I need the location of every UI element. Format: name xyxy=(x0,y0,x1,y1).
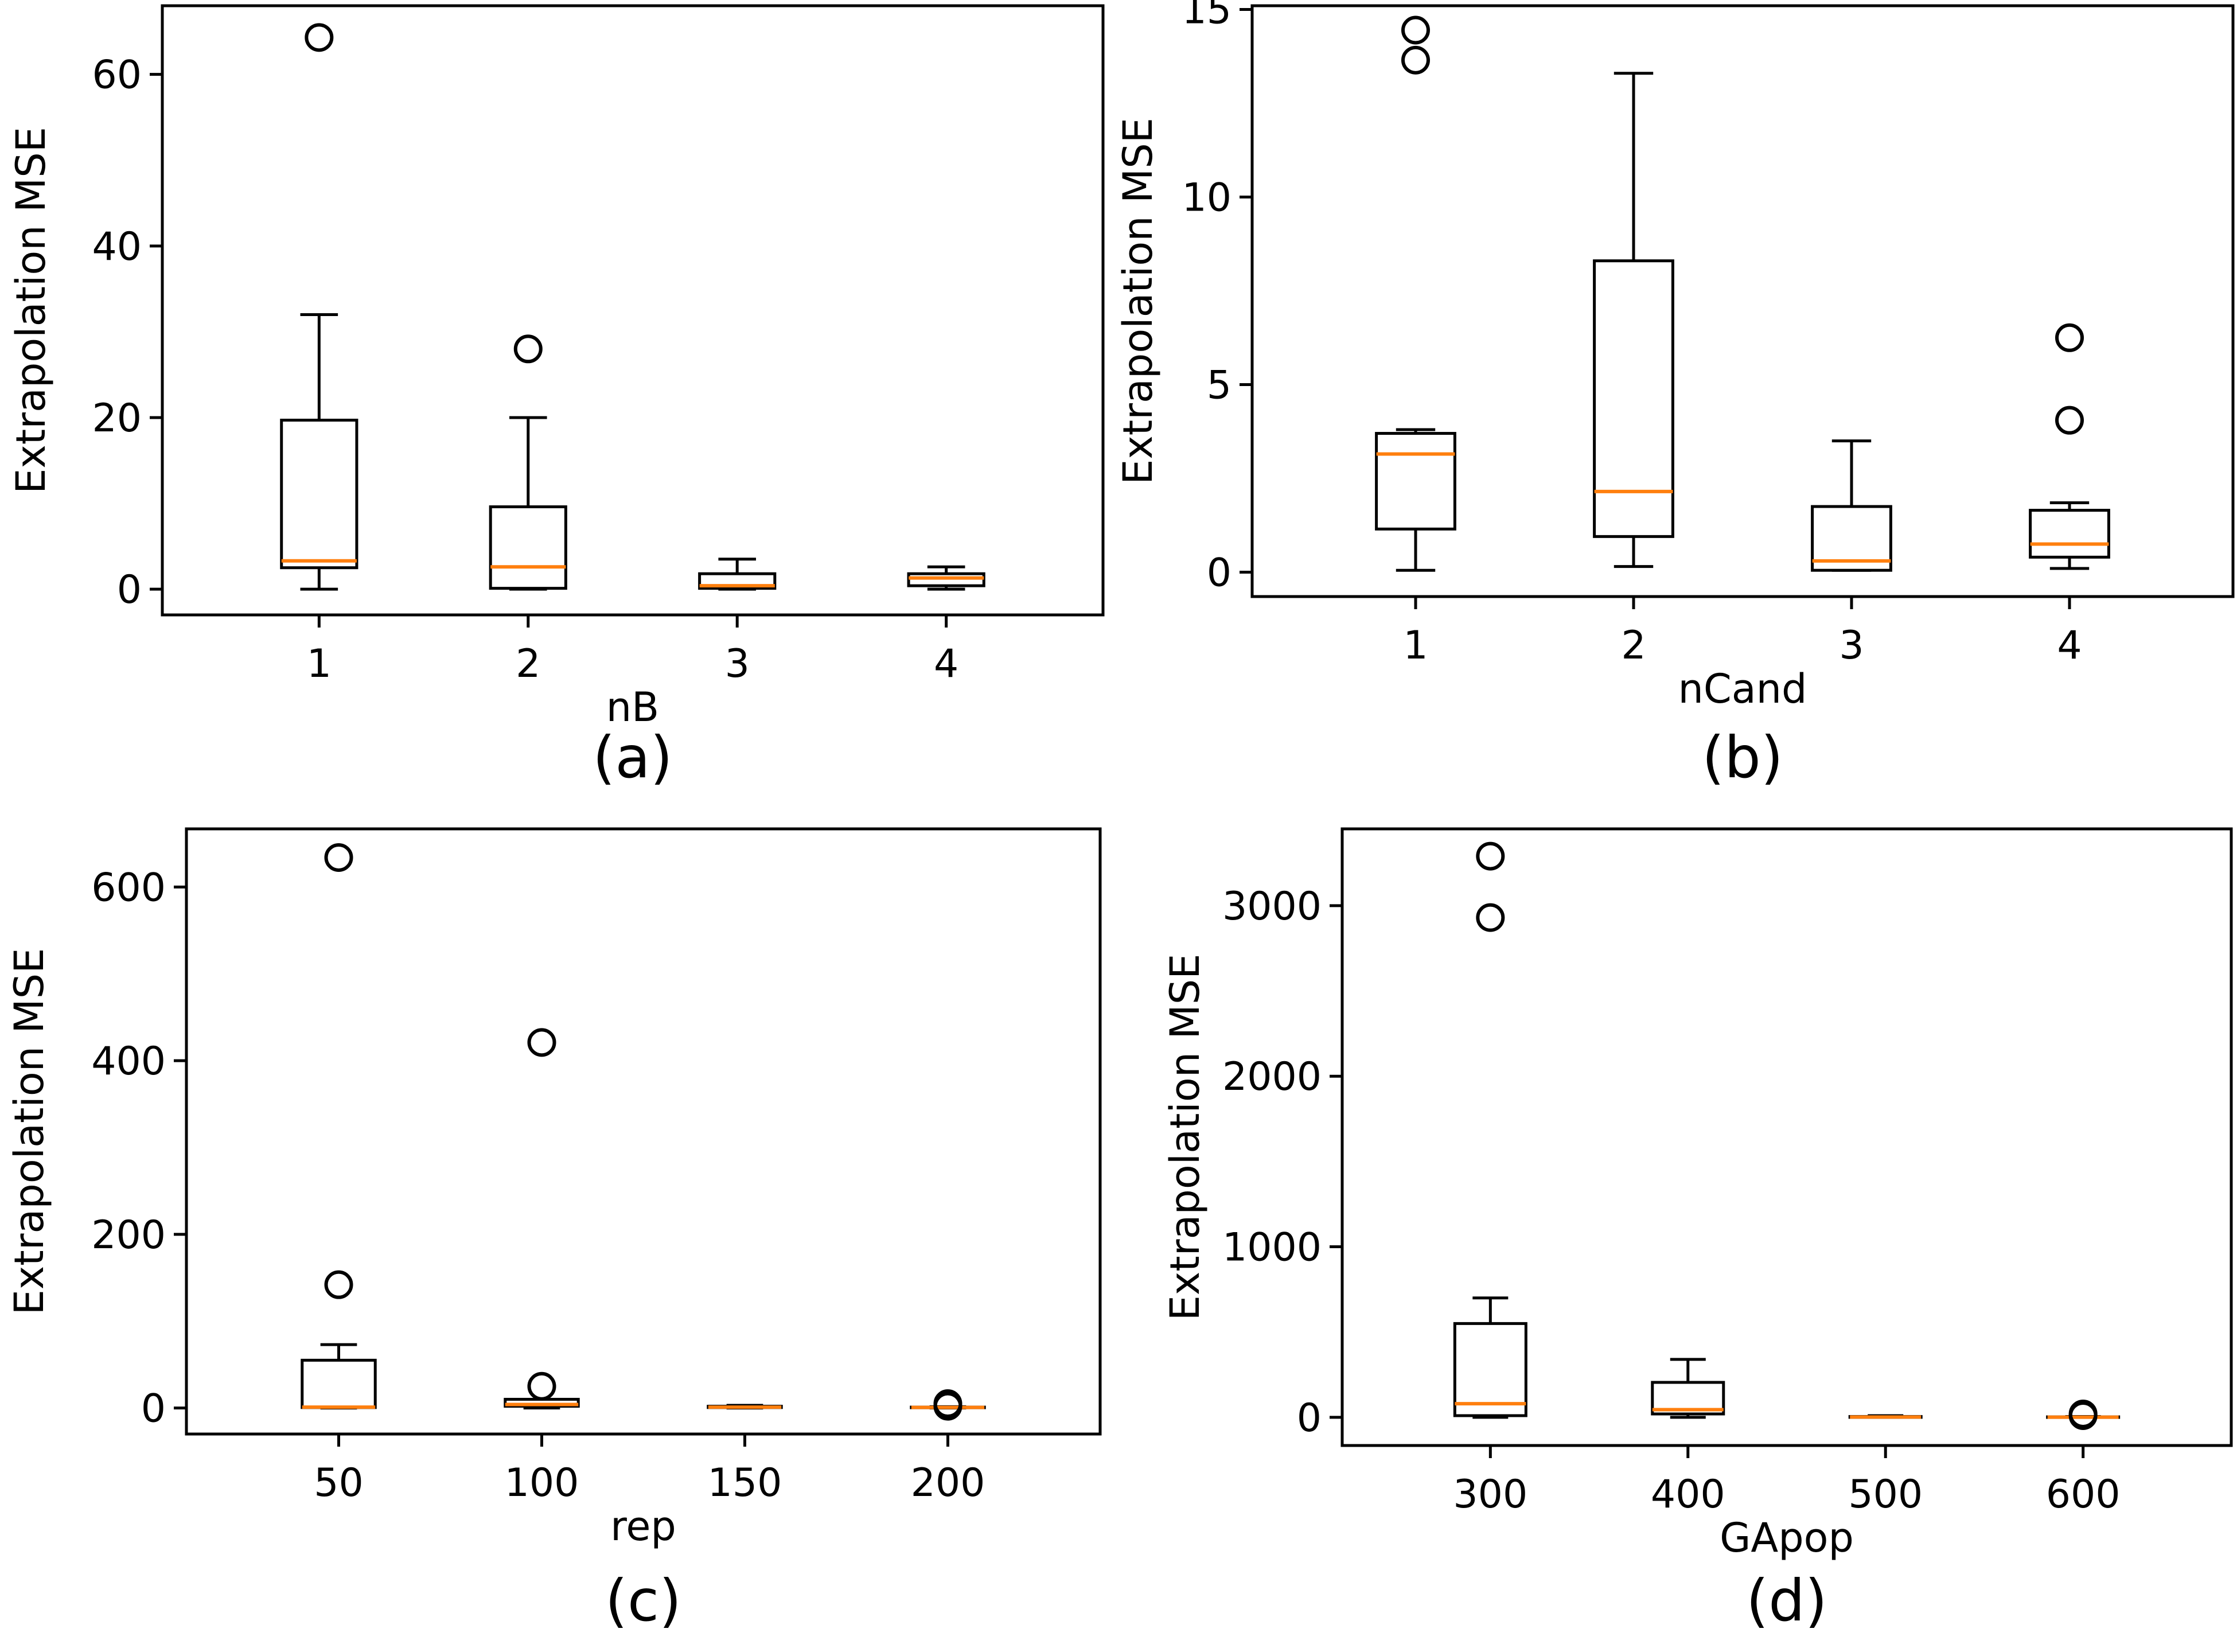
panel-label: (d) xyxy=(1746,1567,1827,1634)
box-600 xyxy=(2046,1399,2121,1430)
y-tick-label: 10 xyxy=(1182,176,1231,221)
x-tick-label: 4 xyxy=(934,641,958,687)
y-tick-label: 0 xyxy=(1207,550,1231,595)
chart-panel-4: 0 1000 2000 3000 300 400 500 600 GApop Extrapolat… xyxy=(1162,827,2233,1634)
box-200 xyxy=(910,1389,986,1421)
iqr-box xyxy=(1593,259,1674,538)
x-tick-label: 300 xyxy=(1453,1472,1527,1517)
x-tick-label: 4 xyxy=(2057,623,2082,668)
y-tick-label: 1000 xyxy=(1222,1225,1322,1271)
x-tick-label: 400 xyxy=(1651,1472,1725,1517)
y-tick-label: 5 xyxy=(1207,363,1231,408)
x-tick-label: 1 xyxy=(307,641,332,687)
x-tick-label: 2 xyxy=(516,641,540,687)
x-axis-label: nCand xyxy=(1678,665,1807,712)
x-tick-label: 150 xyxy=(708,1460,782,1506)
box-50 xyxy=(301,843,377,1410)
x-tick-label: 1 xyxy=(1403,623,1428,668)
box-4 xyxy=(907,565,985,591)
box-1 xyxy=(1375,15,1456,572)
x-tick-label: 50 xyxy=(314,1460,364,1506)
x-tick-label: 500 xyxy=(1848,1472,1923,1517)
x-tick-label: 3 xyxy=(725,641,750,687)
y-tick-label: 15 xyxy=(1182,0,1231,33)
box-400 xyxy=(1651,1358,1725,1419)
y-tick-label: 600 xyxy=(91,865,166,910)
outlier-point xyxy=(1401,45,1430,75)
outlier-point xyxy=(527,1028,556,1057)
panel-label: (b) xyxy=(1702,724,1783,791)
iqr-box xyxy=(280,418,358,570)
iqr-box xyxy=(2029,509,2110,559)
y-tick-label: 60 xyxy=(92,53,142,98)
axes-frame xyxy=(161,4,1105,617)
outlier-point xyxy=(2055,323,2084,352)
y-tick-label: 0 xyxy=(1297,1396,1322,1441)
outlier-point xyxy=(933,1389,962,1419)
box-100 xyxy=(504,1028,580,1410)
outlier-point xyxy=(513,334,543,364)
chart-panel-3: 0 200 400 600 50 100 150 200 rep Extrapolation MS… xyxy=(6,827,1102,1634)
y-tick-label: 200 xyxy=(91,1213,166,1258)
box-500 xyxy=(1848,1414,1923,1419)
chart-panel-2: 0 5 10 15 1 2 3 4 nCand Extrapolation MSE (b) xyxy=(1114,0,2235,791)
axes-frame xyxy=(1250,4,2235,598)
y-tick-label: 40 xyxy=(92,224,142,270)
iqr-box xyxy=(301,1358,377,1409)
axes-frame xyxy=(185,827,1102,1436)
axes-frame xyxy=(1340,827,2233,1447)
x-tick-label: 2 xyxy=(1621,623,1646,668)
x-tick-label: 3 xyxy=(1839,623,1864,668)
box-3 xyxy=(698,558,777,591)
y-axis-label: Extrapolation MSE xyxy=(1114,118,1162,485)
box-300 xyxy=(1453,841,1527,1419)
outlier-point xyxy=(527,1372,556,1401)
outlier-point xyxy=(1476,903,1505,932)
x-tick-label: 200 xyxy=(911,1460,985,1506)
box-4 xyxy=(2029,323,2110,570)
box-2 xyxy=(1593,72,1674,568)
x-axis-label: nB xyxy=(606,684,659,731)
outlier-point xyxy=(2068,1399,2098,1428)
box-2 xyxy=(489,334,567,591)
x-tick-label: 100 xyxy=(505,1460,579,1506)
x-tick-label: 600 xyxy=(2046,1472,2121,1517)
y-axis-label: Extrapolation MSE xyxy=(7,127,54,494)
y-tick-label: 2000 xyxy=(1222,1054,1322,1100)
outlier-point xyxy=(1476,841,1505,871)
box-1 xyxy=(280,23,358,591)
y-tick-label: 400 xyxy=(91,1039,166,1084)
outlier-point xyxy=(2055,406,2084,435)
box-150 xyxy=(707,1404,783,1410)
y-tick-label: 20 xyxy=(92,396,142,441)
x-axis-label: rep xyxy=(610,1503,676,1550)
outlier-point xyxy=(324,1270,353,1299)
panel-label: (a) xyxy=(593,724,672,791)
box-3 xyxy=(1811,439,1892,572)
chart-panel-1: 0 20 40 60 1 2 3 4 nB Extrapolation MSE (a) xyxy=(7,4,1105,791)
x-axis-label: GApop xyxy=(1720,1514,1854,1561)
y-axis-label: Extrapolation MSE xyxy=(1162,954,1209,1321)
iqr-box xyxy=(489,505,567,590)
iqr-box xyxy=(1375,432,1456,531)
outlier-point xyxy=(1401,15,1430,45)
outlier-point xyxy=(324,843,353,872)
panel-label: (c) xyxy=(605,1567,681,1634)
iqr-box xyxy=(1453,1322,1527,1417)
y-tick-label: 3000 xyxy=(1222,884,1322,929)
y-tick-label: 0 xyxy=(141,1386,166,1432)
y-tick-label: 0 xyxy=(117,567,142,613)
y-axis-label: Extrapolation MSE xyxy=(6,948,53,1315)
outlier-point xyxy=(305,23,334,52)
